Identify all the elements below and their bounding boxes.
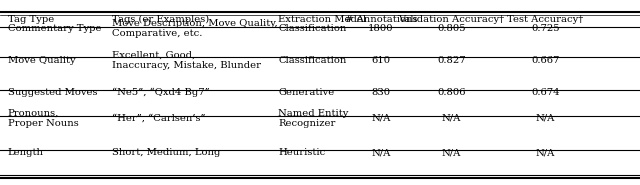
Text: 0.725: 0.725 (531, 24, 559, 33)
Text: N/A: N/A (371, 148, 390, 157)
Text: Named Entity
Recognizer: Named Entity Recognizer (278, 109, 349, 128)
Text: “Her”, “Carlsen’s”: “Her”, “Carlsen’s” (112, 114, 205, 123)
Text: N/A: N/A (536, 148, 555, 157)
Text: Extraction Model: Extraction Model (278, 15, 366, 24)
Text: N/A: N/A (371, 114, 390, 123)
Text: Excellent, Good,
Inaccuracy, Mistake, Blunder: Excellent, Good, Inaccuracy, Mistake, Bl… (112, 51, 261, 70)
Text: Length: Length (8, 148, 44, 157)
Text: Validation Accuracy†: Validation Accuracy† (398, 15, 504, 24)
Text: Classification: Classification (278, 56, 347, 65)
Text: Commentary Type: Commentary Type (8, 24, 101, 33)
Text: Move Quality: Move Quality (8, 56, 76, 65)
Text: 1800: 1800 (368, 24, 394, 33)
Text: N/A: N/A (442, 114, 461, 123)
Text: 0.827: 0.827 (437, 56, 465, 65)
Text: Generative: Generative (278, 88, 335, 97)
Text: 0.674: 0.674 (531, 88, 559, 97)
Text: Test Accuracy†: Test Accuracy† (507, 15, 584, 24)
Text: Heuristic: Heuristic (278, 148, 326, 157)
Text: Tags (or Examples): Tags (or Examples) (112, 15, 209, 24)
Text: Suggested Moves: Suggested Moves (8, 88, 97, 97)
Text: 830: 830 (371, 88, 390, 97)
Text: Tag Type: Tag Type (8, 15, 54, 24)
Text: # Annotations: # Annotations (344, 15, 417, 24)
Text: Move Description, Move Quality,
Comparative, etc.: Move Description, Move Quality, Comparat… (112, 19, 278, 38)
Text: “Ne5”, “Qxd4 Bg7”: “Ne5”, “Qxd4 Bg7” (112, 88, 210, 97)
Text: 0.667: 0.667 (531, 56, 559, 65)
Text: 0.806: 0.806 (437, 88, 465, 97)
Text: 0.805: 0.805 (437, 24, 465, 33)
Text: Short, Medium, Long: Short, Medium, Long (112, 148, 220, 157)
Text: N/A: N/A (536, 114, 555, 123)
Text: 610: 610 (371, 56, 390, 65)
Text: N/A: N/A (442, 148, 461, 157)
Text: Classification: Classification (278, 24, 347, 33)
Text: Pronouns,
Proper Nouns: Pronouns, Proper Nouns (8, 109, 79, 128)
